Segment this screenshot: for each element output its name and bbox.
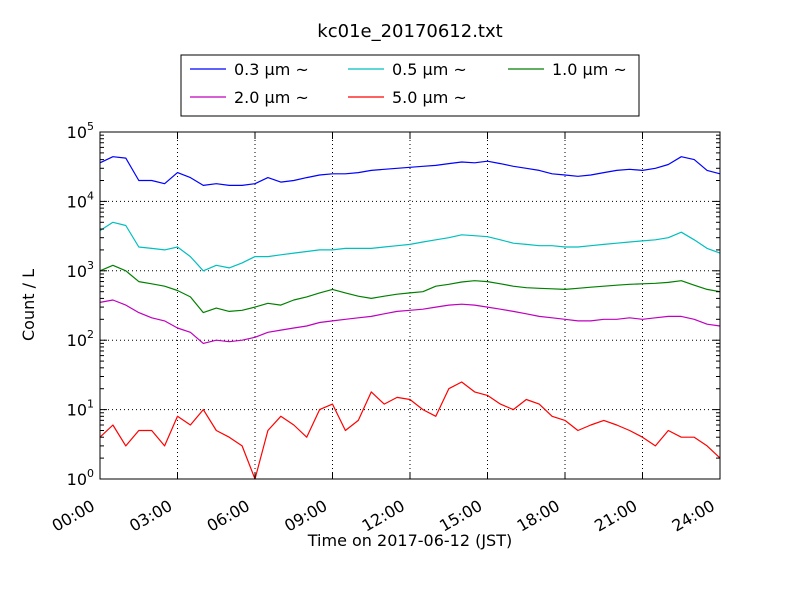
legend-items: 0.3 μm ~ 0.5 μm ~ 1.0 μm ~ 2.0 μm ~ 5.0 μm ~ xyxy=(190,60,627,107)
y-tick-label: 100 xyxy=(67,467,94,489)
y-tick-label: 101 xyxy=(67,398,94,420)
chart-title: kc01e_20170612.txt xyxy=(317,21,502,42)
legend: 0.3 μm ~ 0.5 μm ~ 1.0 μm ~ 2.0 μm ~ 5.0 μm ~ xyxy=(180,54,640,117)
legend-box xyxy=(180,54,640,117)
legend-label: 5.0 μm ~ xyxy=(392,88,467,107)
x-tick-label: 06:00 xyxy=(204,496,253,536)
series-line xyxy=(99,299,721,344)
legend-label: 0.5 μm ~ xyxy=(392,60,467,79)
x-tick-label: 24:00 xyxy=(669,496,718,536)
ticks xyxy=(99,131,721,480)
y-tick-labels: 100 101 102 103 104 105 xyxy=(67,120,94,489)
y-tick-label: 102 xyxy=(67,328,94,350)
x-tick-label: 12:00 xyxy=(359,496,408,536)
x-tick-label: 15:00 xyxy=(436,496,485,536)
series-line xyxy=(99,156,721,186)
x-tick-label: 18:00 xyxy=(514,496,563,536)
y-tick-label: 105 xyxy=(67,120,94,142)
x-tick-label: 09:00 xyxy=(281,496,330,536)
x-tick-label: 21:00 xyxy=(591,496,640,536)
x-tick-label: 00:00 xyxy=(49,496,98,536)
legend-label: 1.0 μm ~ xyxy=(552,60,627,79)
y-axis-label: Count / L xyxy=(19,269,38,341)
x-tick-label: 03:00 xyxy=(126,496,175,536)
series-line xyxy=(99,381,721,480)
x-tick-labels: 00:00 03:00 06:00 09:00 12:00 15:00 18:00 21:00… xyxy=(49,496,718,536)
series-line xyxy=(99,264,721,314)
grid xyxy=(99,131,721,480)
series-line xyxy=(99,221,721,272)
plot-area xyxy=(99,131,721,480)
series-lines xyxy=(99,156,721,480)
x-axis-label: Time on 2017-06-12 (JST) xyxy=(307,531,512,550)
y-tick-label: 103 xyxy=(67,259,94,281)
legend-label: 2.0 μm ~ xyxy=(234,88,309,107)
legend-label: 0.3 μm ~ xyxy=(234,60,309,79)
y-tick-label: 104 xyxy=(67,189,94,211)
